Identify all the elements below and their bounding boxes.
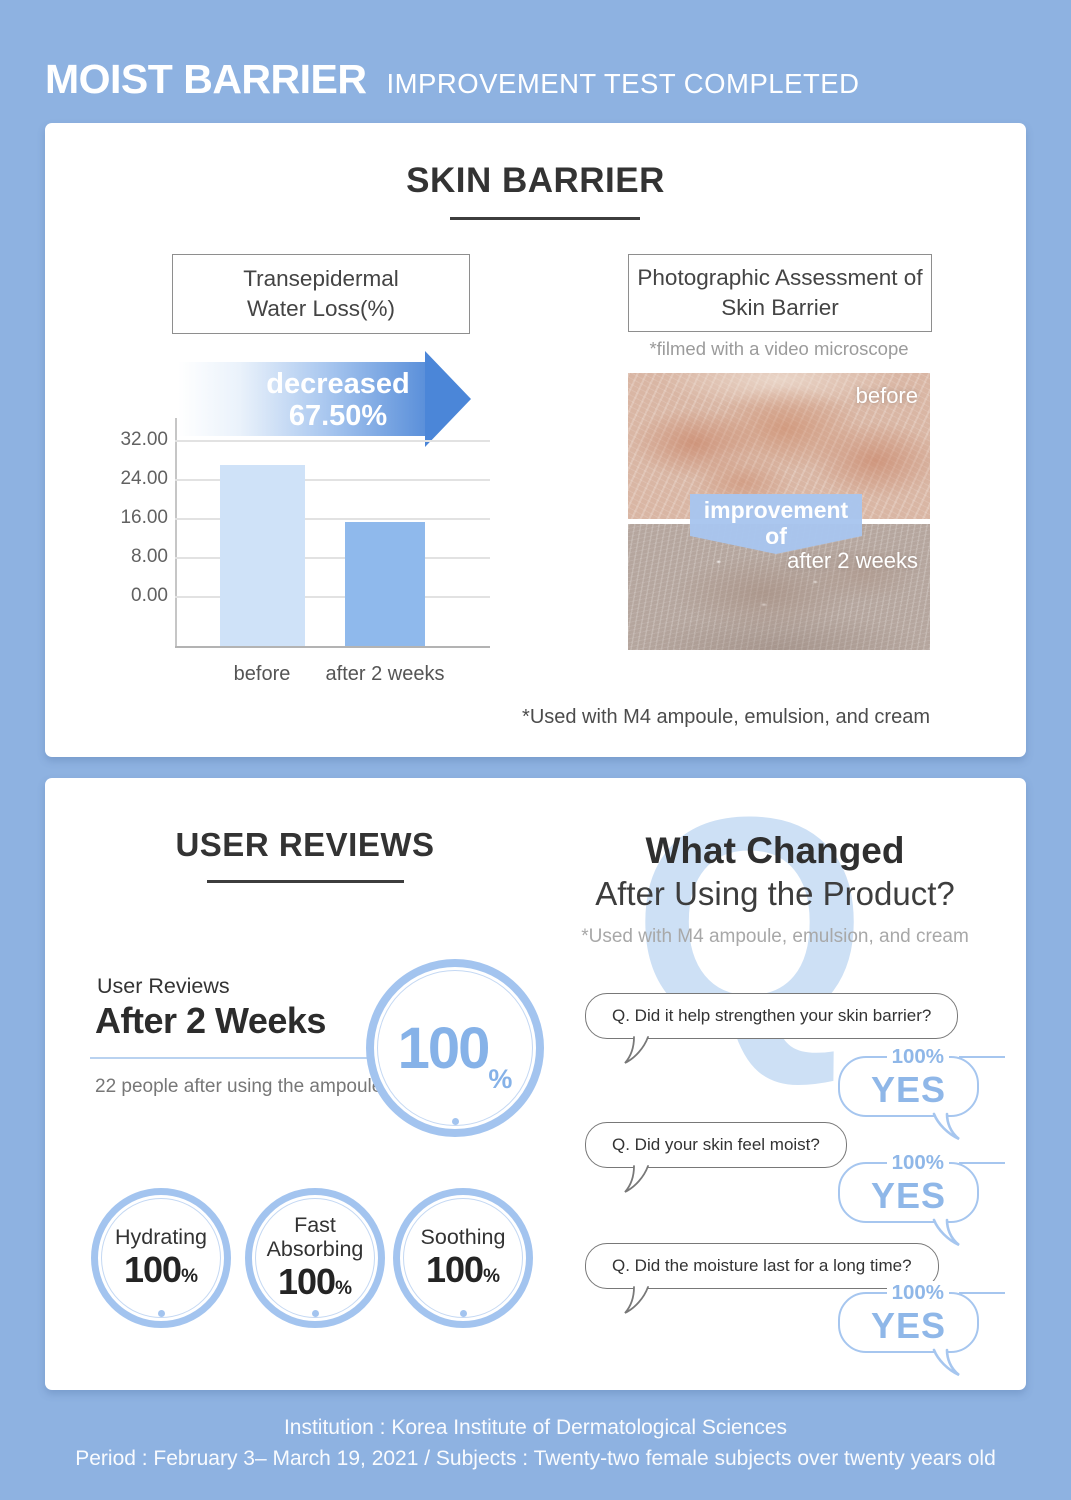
speech-tail-icon: [932, 1218, 960, 1247]
answer-bubble-2: 100% YES: [838, 1151, 1005, 1247]
skin-photo-before: before: [628, 373, 930, 519]
y-axis-tick: 32.00: [120, 429, 168, 450]
stat-value: 100: [426, 1249, 484, 1291]
qa-heading-bold: What Changed: [645, 830, 905, 871]
answer-text: YES: [870, 1304, 947, 1346]
qa-note: *Used with M4 ampoule, emulsion, and cre…: [581, 926, 969, 947]
y-axis-tick: 0.00: [131, 585, 168, 606]
decrease-arrow-head-icon: [425, 351, 471, 447]
answer-percent: 100%: [886, 1151, 950, 1175]
stat-unit: %: [483, 1266, 500, 1288]
bar-chart: [175, 418, 490, 648]
speech-tail-icon: [624, 1165, 649, 1193]
x-axis-line: [175, 646, 490, 648]
page-header: MOIST BARRIER IMPROVEMENT TEST COMPLETED: [45, 56, 859, 103]
sample-size-note: 22 people after using the ampoule: [95, 1076, 383, 1097]
y-axis-tick: 8.00: [131, 546, 168, 567]
page-subtitle: IMPROVEMENT TEST COMPLETED: [386, 68, 860, 99]
microscope-note: *filmed with a video microscope: [649, 338, 909, 359]
user-reviews-title: USER REVIEWS: [175, 826, 435, 863]
answer-percent: 100%: [886, 1045, 950, 1069]
stat-label: Hydrating: [114, 1224, 207, 1249]
speech-tail-icon: [932, 1348, 960, 1377]
divider: [90, 1057, 380, 1059]
title-underline: [450, 217, 640, 220]
decrease-arrow-label: decreased 67.50%: [266, 368, 410, 433]
speech-tail-icon: [624, 1036, 649, 1064]
user-reviews-card: Q USER REVIEWS What Changed After Using …: [45, 772, 1026, 1390]
gridline: [175, 479, 490, 481]
card1-footnote: *Used with M4 ampoule, emulsion, and cre…: [522, 706, 930, 728]
answer-line: [959, 1161, 1005, 1164]
total-score-value: 100: [397, 1015, 491, 1081]
question-bubble-1: Q. Did it help strengthen your skin barr…: [585, 993, 959, 1064]
speech-tail-icon: [624, 1286, 649, 1314]
question-bubble-3: Q. Did the moisture last for a long time…: [585, 1243, 939, 1314]
stat-unit: %: [181, 1266, 198, 1288]
photo-before-label: before: [855, 383, 918, 408]
after-2-weeks-label: After 2 Weeks: [95, 1000, 326, 1041]
y-axis-line: [175, 418, 177, 648]
question-text: Q. Did the moisture last for a long time…: [612, 1256, 912, 1275]
gridline: [175, 557, 490, 559]
question-text: Q. Did it help strengthen your skin barr…: [612, 1006, 932, 1025]
total-score-unit: %: [488, 1064, 513, 1094]
answer-line: [959, 1291, 1005, 1294]
answer-text: YES: [870, 1068, 947, 1110]
answer-bubble-3: 100% YES: [838, 1281, 1005, 1377]
title-underline: [207, 880, 404, 883]
bar-after: [345, 522, 425, 646]
bar-before: [220, 465, 305, 646]
x-axis-label-after: after 2 weeks: [325, 663, 445, 685]
speech-tail-icon: [932, 1112, 960, 1141]
gridline: [175, 596, 490, 598]
answer-line: [959, 1055, 1005, 1058]
stat-value: 100: [124, 1249, 182, 1291]
stat-unit: %: [335, 1278, 352, 1300]
stat-label: Soothing: [420, 1224, 506, 1249]
y-axis-tick: 24.00: [120, 468, 168, 489]
skin-barrier-title: SKIN BARRIER: [406, 161, 665, 200]
qa-heading-rest: After Using the Product?: [595, 875, 955, 912]
question-bubble-2: Q. Did your skin feel moist?: [585, 1122, 847, 1193]
decrease-arrow-body: [178, 362, 425, 436]
answer-text: YES: [870, 1174, 947, 1216]
gridline: [175, 518, 490, 520]
answer-bubble-1: 100% YES: [838, 1045, 1005, 1141]
skin-barrier-card: SKIN BARRIER Transepidermal Water Loss(%…: [45, 123, 1026, 757]
stat-circle-fast-absorbing: Fast Absorbing 100%: [245, 1188, 385, 1328]
tewl-label-box: Transepidermal Water Loss(%): [172, 254, 470, 334]
stat-label: Fast Absorbing: [266, 1212, 364, 1261]
photo-after-label: after 2 weeks: [787, 548, 918, 573]
gridline: [175, 440, 490, 442]
x-axis-label-before: before: [233, 663, 291, 685]
stat-value: 100: [278, 1261, 336, 1303]
y-axis-tick: 16.00: [120, 507, 168, 528]
user-reviews-label: User Reviews: [97, 974, 230, 998]
stat-circle-hydrating: Hydrating 100%: [91, 1188, 231, 1328]
question-text: Q. Did your skin feel moist?: [612, 1135, 820, 1154]
total-score-circle: 100 %: [366, 959, 544, 1137]
photo-assessment-box: Photographic Assessment of Skin Barrier: [628, 254, 932, 332]
footer-period-subjects: Period : February 3– March 19, 2021 / Su…: [75, 1447, 996, 1470]
footer-institution: Institution : Korea Institute of Dermato…: [283, 1416, 788, 1439]
stat-circle-soothing: Soothing 100%: [393, 1188, 533, 1328]
answer-percent: 100%: [886, 1281, 950, 1305]
page-title: MOIST BARRIER: [45, 56, 367, 102]
